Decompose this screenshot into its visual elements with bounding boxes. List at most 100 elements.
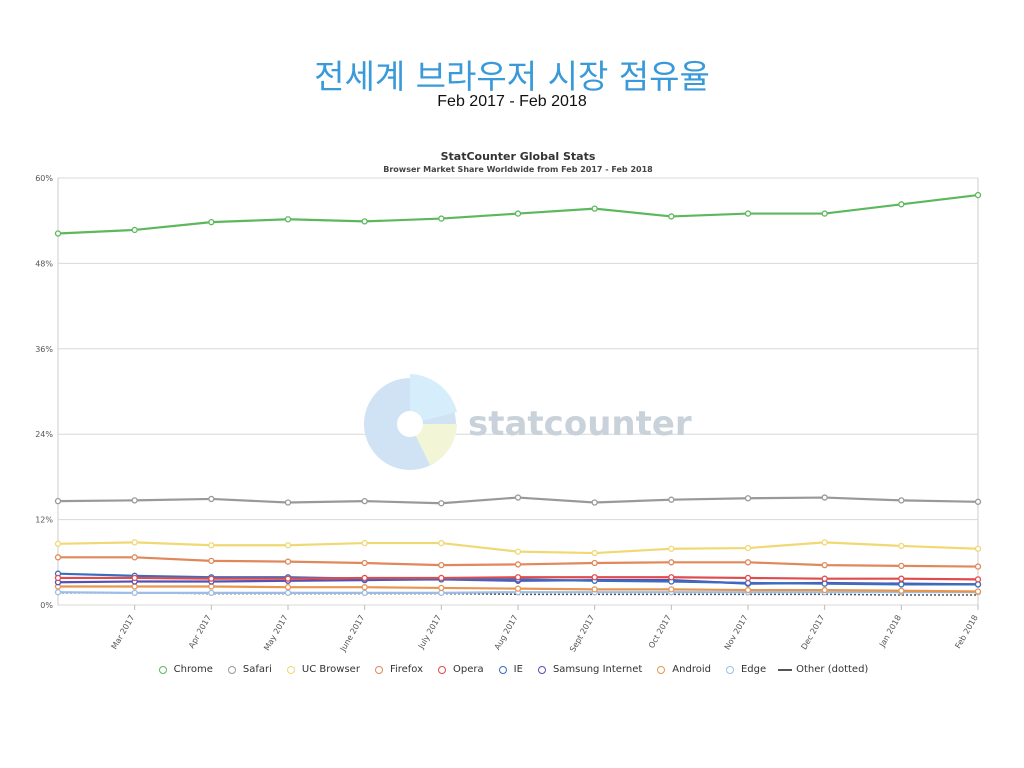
data-point: [361, 559, 368, 567]
legend-item[interactable]: Android: [654, 664, 711, 675]
data-point: [361, 574, 368, 582]
legend-swatch-icon: [496, 665, 510, 675]
legend-item[interactable]: Opera: [435, 664, 484, 675]
x-tick-label: Jan 2018: [877, 614, 903, 650]
data-point: [898, 575, 905, 582]
data-point: [284, 589, 292, 597]
data-point: [284, 575, 292, 582]
data-point: [974, 563, 982, 570]
data-point: [744, 210, 752, 217]
x-tick-label: May 2017: [262, 614, 290, 653]
data-point: [821, 575, 828, 582]
data-point: [974, 191, 982, 199]
y-tick-label: 48%: [35, 259, 53, 268]
data-point: [974, 545, 982, 552]
grid-lines: [58, 177, 978, 606]
legend-item[interactable]: Safari: [225, 664, 272, 675]
data-point: [591, 574, 598, 581]
chart-subtitle: Browser Market Share Worldwide from Feb …: [383, 165, 653, 174]
x-tick-label: Aug 2017: [493, 614, 520, 652]
legend-swatch-icon: [723, 665, 737, 675]
legend-label: Samsung Internet: [552, 664, 643, 675]
data-point: [131, 497, 138, 504]
data-point: [438, 539, 445, 547]
data-point: [898, 587, 905, 594]
data-point: [284, 216, 292, 223]
data-point: [208, 575, 215, 582]
legend-label: Other (dotted): [796, 664, 869, 675]
series-opera: [54, 574, 982, 583]
data-point: [514, 561, 522, 568]
y-tick-label: 60%: [35, 174, 53, 183]
data-point: [208, 218, 215, 226]
data-point: [131, 539, 138, 546]
data-point: [131, 554, 138, 561]
legend-swatch-icon: [372, 665, 386, 675]
data-point: [744, 559, 752, 566]
legend-label: Android: [672, 664, 711, 675]
data-point: [744, 586, 752, 594]
data-point: [361, 589, 368, 597]
data-point: [591, 586, 598, 593]
x-tick-label: Apr 2017: [187, 614, 213, 650]
legend-item[interactable]: UC Browser: [284, 664, 360, 675]
series-lines: [54, 191, 982, 597]
legend-item[interactable]: IE: [496, 664, 523, 675]
legend-swatch-icon: [284, 665, 298, 675]
legend-item[interactable]: Chrome: [156, 664, 213, 675]
data-point: [208, 495, 215, 503]
y-tick-label: 36%: [35, 345, 53, 354]
data-point: [361, 584, 368, 591]
chart-legend: Chrome Safari UC Browser Firefox Opera IE Sams…: [0, 664, 1024, 675]
data-point: [54, 589, 62, 596]
series-firefox: [54, 554, 982, 570]
data-point: [284, 558, 292, 565]
data-point: [821, 539, 828, 546]
data-point: [208, 589, 215, 597]
x-axis: Mar 2017 Apr 2017 May 2017 June 2017 July 20…: [110, 605, 980, 654]
data-point: [974, 588, 982, 595]
data-point: [438, 574, 445, 582]
legend-label: Firefox: [389, 664, 424, 675]
data-point: [668, 213, 675, 220]
data-point: [284, 499, 292, 506]
legend-swatch-icon: [778, 665, 793, 675]
data-point: [898, 562, 905, 570]
data-point: [514, 210, 522, 217]
data-point: [361, 539, 368, 547]
legend-label: Chrome: [173, 664, 213, 675]
legend-item[interactable]: Edge: [723, 664, 766, 675]
data-point: [208, 583, 215, 590]
data-point: [821, 586, 828, 594]
legend-item[interactable]: Firefox: [372, 664, 423, 675]
y-axis: 0% 12% 24% 36% 48% 60%: [35, 174, 53, 610]
data-point: [131, 583, 138, 590]
data-point: [591, 205, 598, 212]
data-point: [208, 557, 215, 565]
data-point: [514, 585, 522, 592]
legend-swatch-icon: [654, 665, 668, 675]
slide-title: 전세계 브라우저 시장 점유율: [314, 57, 710, 96]
data-point: [898, 542, 905, 550]
x-tick-label: Nov 2017: [723, 614, 750, 652]
data-point: [54, 554, 62, 561]
legend-item[interactable]: Other (dotted): [778, 664, 868, 675]
data-point: [514, 574, 522, 581]
data-point: [131, 226, 138, 234]
data-point: [438, 584, 445, 592]
x-tick-label: Oct 2017: [647, 614, 673, 650]
data-point: [974, 581, 982, 588]
legend-item[interactable]: Samsung Internet: [535, 664, 642, 675]
statcounter-logo-icon: [364, 374, 457, 470]
data-point: [361, 218, 368, 225]
legend-swatch-icon: [156, 665, 170, 675]
data-point: [284, 584, 292, 591]
x-tick-label: Sept 2017: [568, 614, 596, 654]
data-point: [898, 201, 905, 208]
data-point: [591, 549, 598, 557]
data-point: [744, 544, 752, 552]
data-point: [821, 210, 828, 217]
data-point: [438, 500, 445, 507]
watermark: statcounter: [364, 374, 692, 470]
data-point: [514, 494, 522, 501]
